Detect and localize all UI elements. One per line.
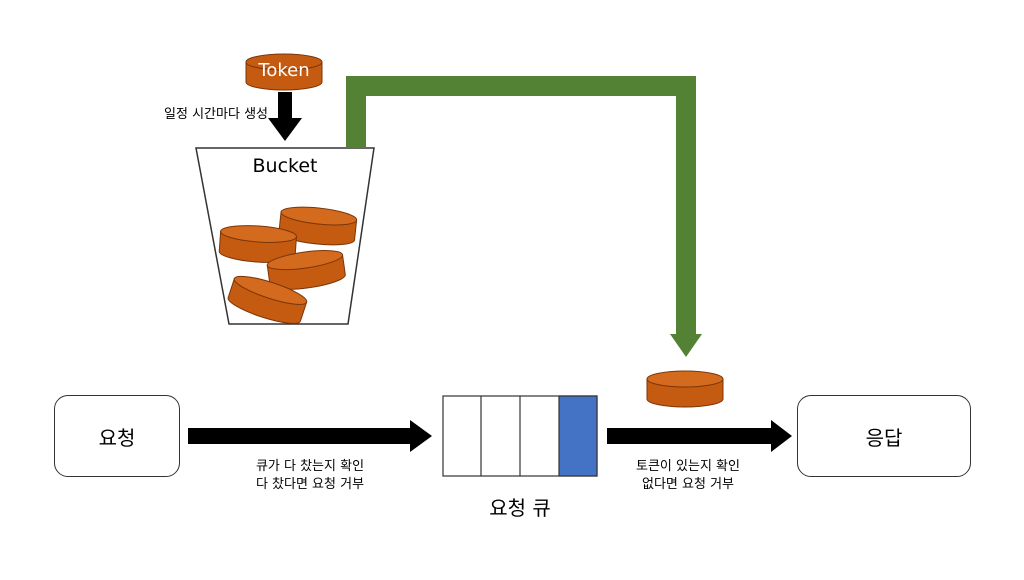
consumed-token-shape xyxy=(646,370,724,408)
bucket-label: Bucket xyxy=(252,155,318,177)
queue-slot-filled xyxy=(558,395,598,477)
token-interval-label: 일정 시간마다 생성 xyxy=(164,107,268,122)
queue-condition-line1: 큐가 다 찼는지 확인 xyxy=(255,459,365,474)
response-box: 응답 xyxy=(797,395,971,477)
response-label: 응답 xyxy=(865,425,903,450)
token-condition-line1: 토큰이 있는지 확인 xyxy=(636,459,740,474)
token-label: Token xyxy=(258,60,310,81)
request-box: 요청 xyxy=(54,395,180,477)
token-condition-label: 토큰이 있는지 확인 없다면 요청 거부 xyxy=(603,458,773,494)
request-label: 요청 xyxy=(98,425,136,450)
token-supply-arrow xyxy=(346,76,702,357)
queue-condition-line2: 다 찼다면 요청 거부 xyxy=(255,477,365,492)
queue-label: 요청 큐 xyxy=(489,496,551,520)
token-generation-arrow xyxy=(268,92,302,141)
request-to-queue-arrow xyxy=(188,420,432,452)
request-queue xyxy=(442,395,598,477)
token-condition-line2: 없다면 요청 거부 xyxy=(642,477,734,492)
new-token-shape xyxy=(245,53,323,91)
queue-to-response-arrow xyxy=(607,420,792,452)
queue-condition-label: 큐가 다 찼는지 확인 다 찼다면 요청 거부 xyxy=(205,458,415,494)
